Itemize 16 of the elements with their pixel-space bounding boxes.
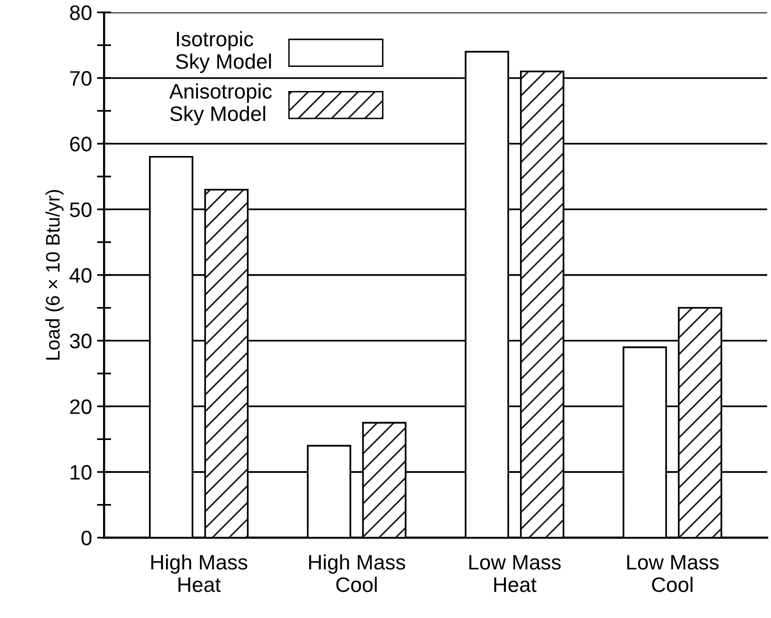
y-tick-label: 80 (70, 5, 92, 20)
y-tick-label: 70 (70, 71, 92, 86)
y-tick-label: 30 (70, 334, 92, 348)
x-tick-label: High Mass Heat (151, 554, 248, 592)
y-tick-label: 50 (70, 202, 92, 218)
y-tick-label: 0 (82, 530, 92, 546)
legend-label: Isotropic Sky Model (176, 31, 271, 73)
x-tick-label: Low Mass Cool (627, 555, 719, 592)
y-tick-label: 10 (70, 465, 92, 480)
y-tick-label: 40 (70, 268, 92, 283)
y-tick-label: 60 (70, 136, 92, 152)
legend-label: Anisotropic Sky Model (169, 83, 272, 126)
y-tick-label: 20 (70, 399, 92, 414)
x-tick-label: Low Mass Heat (469, 555, 561, 592)
y-axis-title: Load (6 × 10 Btu/yr) (45, 190, 64, 360)
x-tick-label: High Mass Cool (309, 554, 406, 592)
